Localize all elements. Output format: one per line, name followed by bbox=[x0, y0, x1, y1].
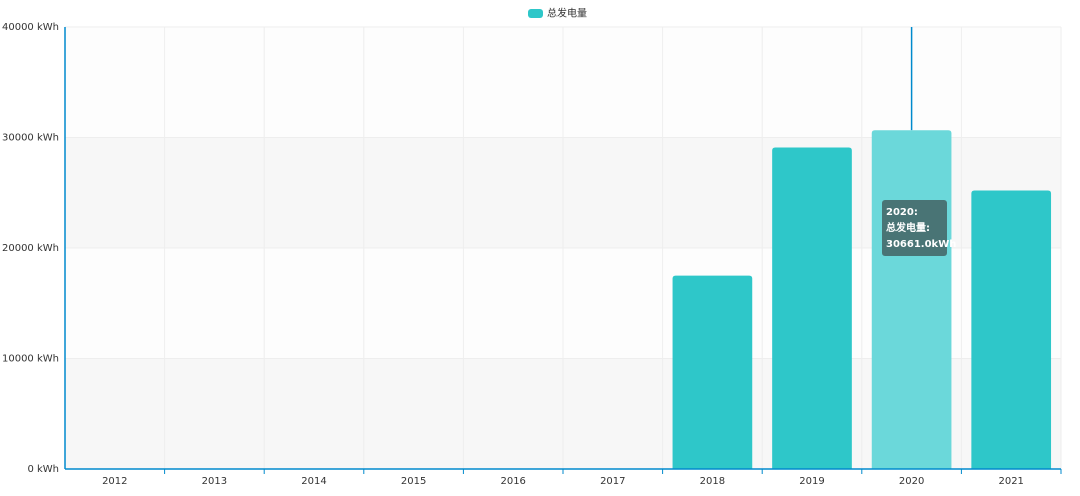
x-tick-label: 2018 bbox=[700, 476, 725, 487]
x-tick-label: 2021 bbox=[998, 476, 1023, 487]
bar bbox=[772, 147, 852, 469]
tooltip-text: 2020: bbox=[886, 207, 918, 218]
x-tick-label: 2014 bbox=[301, 476, 326, 487]
tooltip bbox=[882, 200, 947, 256]
y-tick-label: 30000 kWh bbox=[2, 133, 59, 144]
x-tick-label: 2020 bbox=[899, 476, 924, 487]
tooltip-text: 30661.0kWh bbox=[886, 239, 956, 250]
x-tick-label: 2013 bbox=[202, 476, 227, 487]
x-tick-label: 2015 bbox=[401, 476, 426, 487]
tooltip-text: 总发电量: bbox=[886, 221, 930, 234]
y-tick-label: 10000 kWh bbox=[2, 354, 59, 365]
x-tick-label: 2019 bbox=[799, 476, 824, 487]
bar bbox=[971, 190, 1052, 470]
x-tick-label: 2017 bbox=[600, 476, 625, 487]
bar bbox=[672, 275, 753, 469]
bar bbox=[871, 130, 952, 469]
legend-label: 总发电量 bbox=[547, 7, 587, 20]
legend-swatch bbox=[528, 9, 543, 18]
x-tick-label: 2012 bbox=[102, 476, 127, 487]
x-tick-label: 2016 bbox=[500, 476, 525, 487]
y-tick-label: 20000 kWh bbox=[2, 243, 59, 254]
y-tick-label: 40000 kWh bbox=[2, 22, 59, 33]
y-tick-label: 0 kWh bbox=[27, 464, 59, 475]
